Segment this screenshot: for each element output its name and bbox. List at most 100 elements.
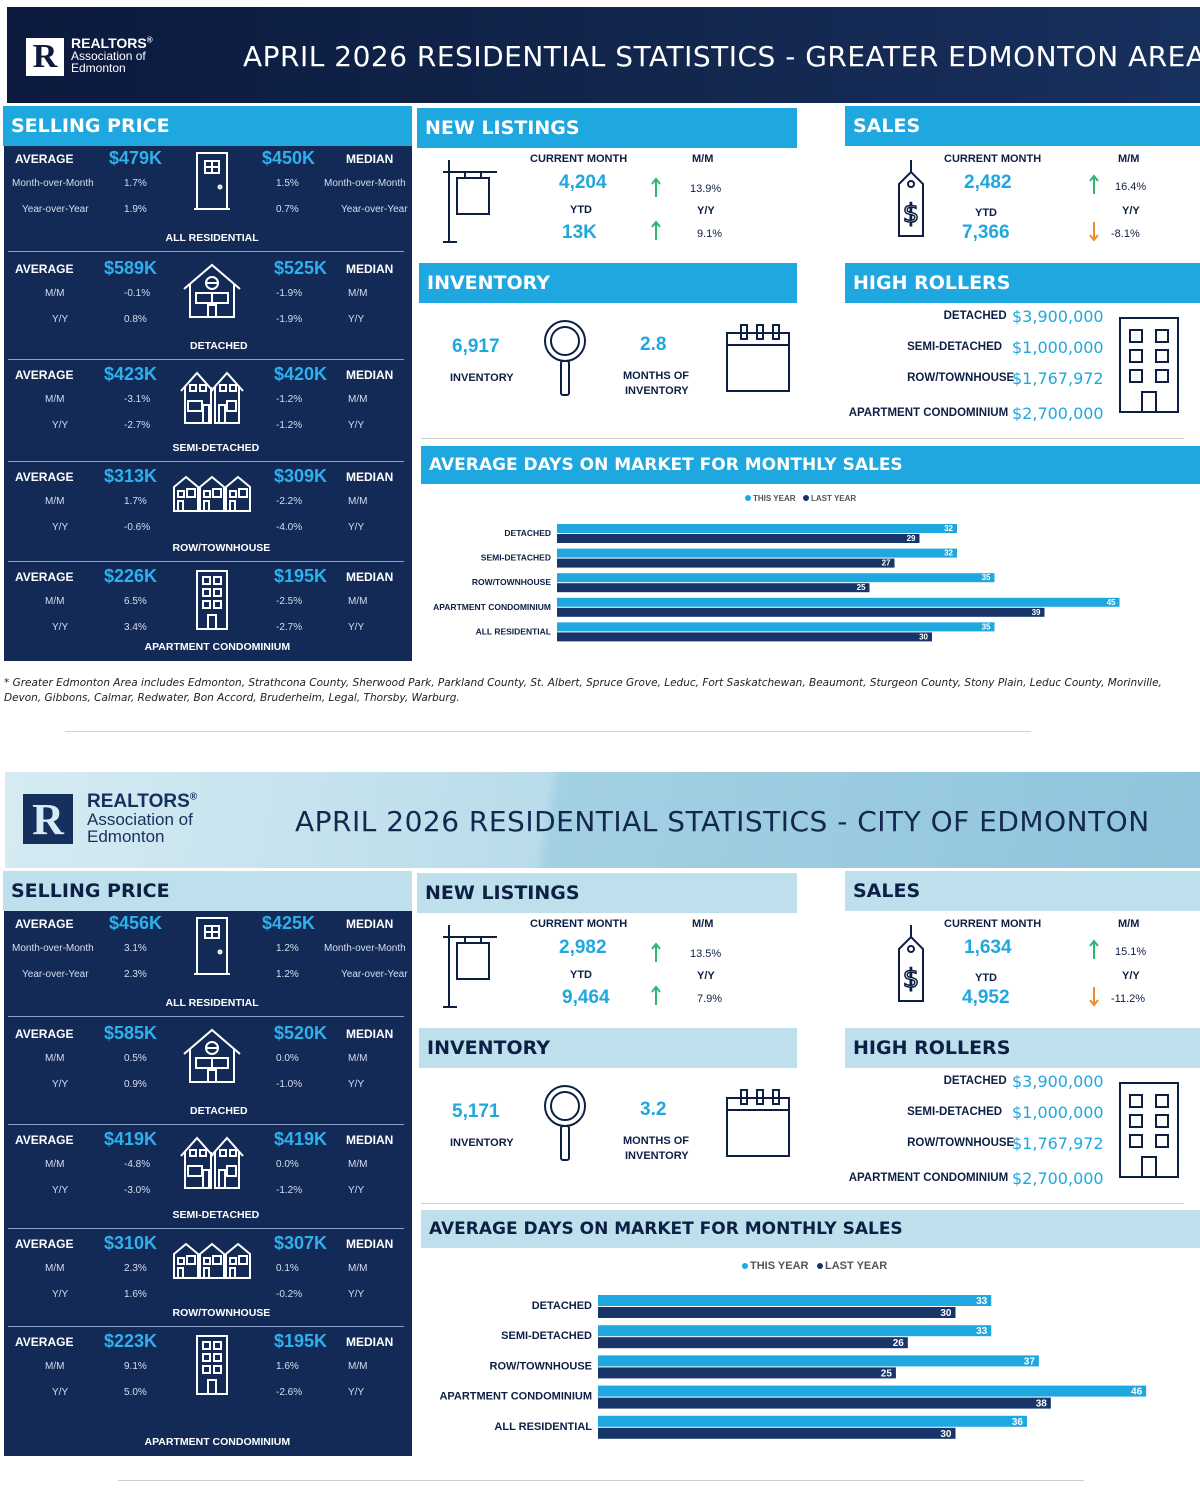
category-label-2: ROW/TOWNHOUSE (172, 1307, 271, 1319)
months-value-2: 3.2 (640, 1099, 667, 1120)
sl-yy-arrow-icon (1088, 220, 1100, 247)
bar-this-year-2 (598, 1385, 1147, 1397)
house-icon (180, 261, 244, 324)
median-label: MEDIAN (346, 152, 394, 166)
sl-current-value: 2,482 (964, 172, 1012, 193)
average-label: AVERAGE (15, 470, 74, 484)
svg-text:$: $ (903, 964, 920, 994)
nl-current-value: 4,204 (559, 172, 607, 193)
months-of-label: MONTHS OF (623, 370, 689, 382)
inventory-panel: 6,917 INVENTORY 2.8 MONTHS OF INVENTORY (419, 305, 797, 415)
months-of-label-2: MONTHS OF (623, 1135, 689, 1147)
avg-yy-label: Y/Y (52, 420, 69, 431)
house-icon-2 (180, 1026, 244, 1089)
median-label: MEDIAN (346, 262, 394, 276)
legend-swatch-this-year-2 (742, 1263, 748, 1269)
months-value: 2.8 (640, 334, 667, 355)
high-roller-label-2: APARTMENT CONDOMINIUM (848, 1172, 1009, 1184)
median-value: $450K (262, 148, 316, 168)
high-roller-label: APARTMENT CONDOMINIUM (848, 407, 1009, 419)
dom-chart: THIS YEAR LAST YEAR DETACHED 32 29 SEMI-DETAC… (421, 486, 1200, 656)
row-separator (8, 251, 404, 252)
bar-label-last-year-2: 26 (893, 1338, 905, 1349)
bar-label-this-year: 35 (982, 622, 991, 631)
average-label: AVERAGE (15, 262, 74, 276)
category-tick-label-2: SEMI-DETACHED (501, 1330, 592, 1342)
row-separator-2 (8, 1228, 404, 1229)
section-divider-2 (118, 1480, 1084, 1481)
logo-line3-2: Edmonton (87, 827, 165, 846)
sales-header: SALES (845, 106, 1200, 146)
avg-yy-label: Y/Y (52, 314, 69, 325)
nl-ytd-label-2: YTD (570, 969, 592, 981)
sl-mm-arrow-icon (1088, 174, 1100, 201)
bar-label-last-year: 25 (857, 583, 866, 592)
avg-yy-label-2: Y/Y (52, 1387, 69, 1398)
bar-label-last-year: 27 (882, 559, 891, 568)
price-tag-icon-2: $ (891, 923, 931, 1008)
avg-mm-value-2: 9.1% (124, 1361, 147, 1372)
med-yy-value-2: -1.2% (276, 1185, 303, 1196)
sl-yy-value-2: -11.2% (1111, 993, 1146, 1005)
bar-this-year (557, 622, 995, 632)
high-roller-value-2: $2,700,000 (1012, 1169, 1104, 1188)
dom-header-2: AVERAGE DAYS ON MARKET FOR MONTHLY SALES (421, 1210, 1200, 1248)
bar-last-year-2 (598, 1427, 956, 1439)
logo-line3: Edmonton (71, 61, 126, 75)
legend-swatch-this-year (745, 495, 751, 501)
nl-ytd-value: 13K (562, 222, 597, 243)
logo-mark-icon-2: R (23, 794, 73, 844)
inventory-header: INVENTORY (419, 263, 797, 303)
med-yy-label-2: Y/Y (348, 1289, 365, 1300)
avg-yy-label-2: Y/Y (52, 1289, 69, 1300)
average-label: AVERAGE (15, 152, 74, 166)
row-separator (8, 359, 404, 360)
high-roller-value: $2,700,000 (1012, 404, 1104, 423)
bar-last-year (557, 583, 870, 593)
avg-mm-value: 1.7% (124, 178, 147, 189)
high-roller-value: $1,767,972 (1012, 369, 1104, 388)
avg-mm-label: M/M (45, 288, 65, 299)
nl-yy-arrow-icon (650, 220, 662, 247)
med-mm-label: M/M (348, 596, 368, 607)
category-label: DETACHED (190, 340, 248, 352)
med-yy-value-2: -1.0% (276, 1079, 303, 1090)
nl-mm-value-2: 13.5% (690, 948, 722, 960)
row-separator-2 (8, 1326, 404, 1327)
average-label-2: AVERAGE (15, 917, 74, 931)
avg-yy-value: 0.8% (124, 314, 147, 325)
high-roller-value: $1,000,000 (1012, 338, 1104, 357)
med-yy-label-2: Y/Y (348, 1185, 365, 1196)
bar-label-this-year-2: 33 (976, 1326, 988, 1337)
med-mm-label: Month-over-Month (324, 178, 406, 189)
divider (421, 438, 1184, 439)
nl-yy-value-2: 7.9% (697, 993, 723, 1005)
dom-chart-2: THIS YEAR LAST YEAR DETACHED 33 30 SEMI-DETAC… (421, 1250, 1200, 1450)
med-mm-value: -1.9% (276, 288, 303, 299)
inventory-panel-2: 5,171 INVENTORY 3.2 MONTHS OF INVENTORY (419, 1070, 797, 1180)
median-value: $195K (274, 566, 328, 586)
nl-mm-value: 13.9% (690, 183, 722, 195)
avg-yy-label-2: Y/Y (52, 1185, 69, 1196)
sl-mm-value-2: 15.1% (1115, 946, 1147, 958)
avg-mm-value-2: 3.1% (124, 943, 147, 954)
new-listings-header-2: NEW LISTINGS (417, 873, 797, 913)
med-yy-label: Y/Y (348, 622, 365, 633)
bar-last-year (557, 558, 895, 568)
nl-mm-head-2: M/M (692, 918, 714, 930)
med-yy-label: Year-over-Year (341, 204, 408, 215)
high-roller-label: ROW/TOWNHOUSE (907, 372, 1015, 384)
high-roller-value-2: $1,767,972 (1012, 1134, 1104, 1153)
med-yy-label-2: Y/Y (348, 1387, 365, 1398)
selling-price-header: SELLING PRICE (3, 106, 412, 146)
med-yy-value: -2.7% (276, 622, 303, 633)
footnote: * Greater Edmonton Area includes Edmonto… (4, 677, 1162, 704)
category-tick-label-2: ALL RESIDENTIAL (494, 1421, 592, 1433)
door-icon (194, 151, 230, 216)
high-rollers-panel-2: DETACHED $3,900,000 SEMI-DETACHED $1,000,00… (830, 1065, 1200, 1195)
bar-this-year-2 (598, 1415, 1027, 1427)
new-listings-panel-2: CURRENT MONTH M/M 2,982 13.5% YTD Y/Y 9,464 7.9… (417, 915, 797, 1015)
average-value: $313K (104, 466, 158, 486)
category-label: ALL RESIDENTIAL (165, 232, 259, 244)
average-value: $479K (109, 148, 163, 168)
